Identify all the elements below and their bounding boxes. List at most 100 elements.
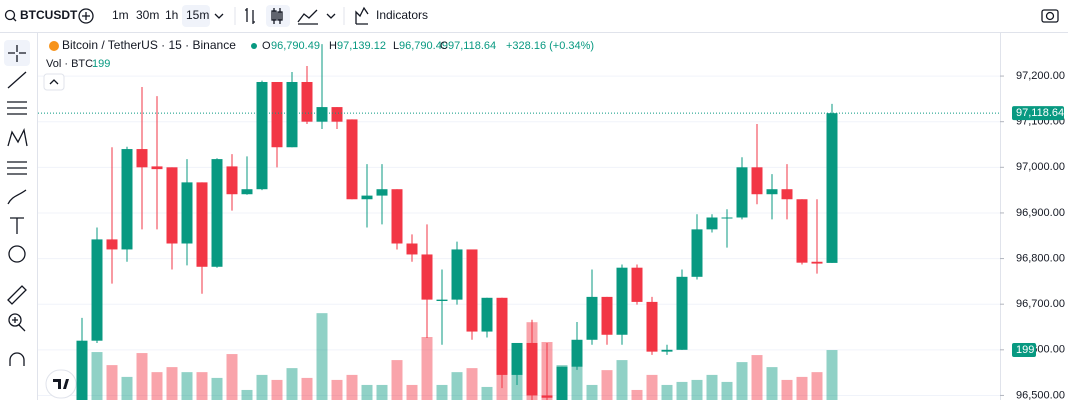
- indicators[interactable]: Indicators: [376, 8, 428, 22]
- indicators-icon[interactable]: [355, 6, 369, 25]
- candle-body: [406, 243, 418, 255]
- volume-bar: [271, 379, 283, 400]
- symbol-icon: [49, 41, 59, 51]
- dropdown[interactable]: [326, 13, 336, 19]
- y-tick-label: 96,900.00: [1016, 207, 1065, 219]
- candle-body: [391, 189, 403, 244]
- series-title: Bitcoin / TetherUS · 15 · Binance: [62, 38, 236, 52]
- volume-title: Vol · BTC: [46, 58, 93, 70]
- crosshair-tool[interactable]: [8, 45, 26, 62]
- dropdown[interactable]: [214, 13, 224, 19]
- interval[interactable]: 15m: [186, 8, 209, 22]
- text-tool[interactable]: [10, 217, 24, 234]
- ruler-tool[interactable]: [7, 285, 27, 305]
- camera[interactable]: [1041, 9, 1059, 23]
- last-price-label: 97,118.64: [1016, 107, 1064, 119]
- volume-bar: [196, 372, 208, 400]
- candle-body: [556, 366, 568, 400]
- volume-bar: [106, 365, 118, 400]
- legend-l: L: [393, 40, 399, 52]
- volume-bar: [826, 350, 838, 400]
- volume-bar: [586, 384, 598, 400]
- search-icon[interactable]: [4, 9, 16, 21]
- candle-body: [736, 167, 748, 218]
- volume-badge: [1012, 343, 1036, 358]
- volume-bar: [316, 313, 328, 400]
- volume-bar: [736, 362, 748, 400]
- add-symbol: [82, 12, 90, 20]
- candle-body: [496, 297, 508, 375]
- legend-c: C: [440, 40, 448, 52]
- fib-tool[interactable]: [7, 101, 27, 115]
- y-tick-label: 96,700.00: [1016, 298, 1065, 310]
- left-toolbar: [4, 33, 38, 400]
- volume-bar: [346, 374, 358, 400]
- volume-bar: [256, 374, 268, 400]
- top-toolbar: BTCUSDT 1m 30m 1h 15m Indicators: [0, 5, 1068, 33]
- volume-bar: [631, 389, 643, 400]
- candle-body: [586, 296, 598, 340]
- candle-body: [601, 296, 613, 335]
- candle-body: [526, 342, 538, 396]
- zoom-tool[interactable]: [8, 313, 22, 327]
- volume-bar: [181, 372, 193, 400]
- volume-bar: [136, 353, 148, 400]
- legend-low: 96,790.49: [399, 40, 448, 52]
- volume-bar: [466, 368, 478, 400]
- candle-body: [331, 107, 343, 122]
- volume-bar: [361, 384, 373, 400]
- volume-bar: [706, 374, 718, 400]
- candle-body: [181, 182, 193, 244]
- candle-body: [256, 81, 268, 190]
- candle-body: [676, 276, 688, 350]
- candle-body: [361, 195, 373, 200]
- tv-logo: [45, 369, 77, 399]
- interval[interactable]: 1h: [165, 8, 178, 22]
- candle-body: [706, 217, 718, 230]
- volume-bar: [406, 384, 418, 400]
- interval[interactable]: 1m: [112, 8, 129, 22]
- y-tick-label: 97,200.00: [1016, 70, 1065, 82]
- symbol[interactable]: BTCUSDT: [20, 8, 78, 22]
- candle-body: [451, 249, 463, 300]
- candle-body: [346, 119, 358, 200]
- emoji-tool[interactable]: [8, 245, 26, 263]
- legend-o: O: [262, 40, 271, 52]
- candle-body: [226, 166, 238, 195]
- pattern-tool[interactable]: [7, 127, 28, 147]
- magnet-tool[interactable]: [9, 352, 25, 366]
- brush-tool[interactable]: [7, 189, 27, 205]
- candle-body: [301, 81, 313, 122]
- collapse-button[interactable]: [43, 73, 65, 91]
- candles-icon: [277, 11, 283, 21]
- volume-bar: [166, 367, 178, 400]
- collapse-button: [49, 79, 59, 85]
- candle-body: [241, 189, 253, 195]
- area-icon[interactable]: [297, 9, 318, 25]
- legend-h: H: [329, 40, 337, 52]
- last-price-badge: [1012, 106, 1064, 121]
- candle-body: [166, 167, 178, 244]
- candle-body: [286, 81, 298, 148]
- projection-tool[interactable]: [7, 161, 27, 175]
- candle-body: [751, 167, 763, 195]
- volume-bar: [601, 370, 613, 400]
- candle-body: [481, 297, 493, 332]
- candle-body: [691, 229, 703, 277]
- volume-bar: [376, 384, 388, 400]
- trend-line-tool[interactable]: [7, 71, 27, 89]
- legend: Bitcoin / TetherUS · 15 · Binance O 96,7…: [43, 38, 594, 91]
- bars-icon[interactable]: [245, 8, 255, 24]
- candle-body: [826, 113, 838, 263]
- volume-bar: [331, 379, 343, 400]
- volume-bar: [436, 384, 448, 400]
- candle-body: [646, 301, 658, 352]
- volume-badge-label: 199: [1016, 344, 1034, 356]
- volume-bar: [796, 376, 808, 400]
- add-symbol[interactable]: [78, 8, 94, 24]
- volume-bar: [661, 384, 673, 400]
- candle-body: [421, 254, 433, 300]
- y-tick-label: 96,800.00: [1016, 252, 1065, 264]
- interval[interactable]: 30m: [136, 8, 159, 22]
